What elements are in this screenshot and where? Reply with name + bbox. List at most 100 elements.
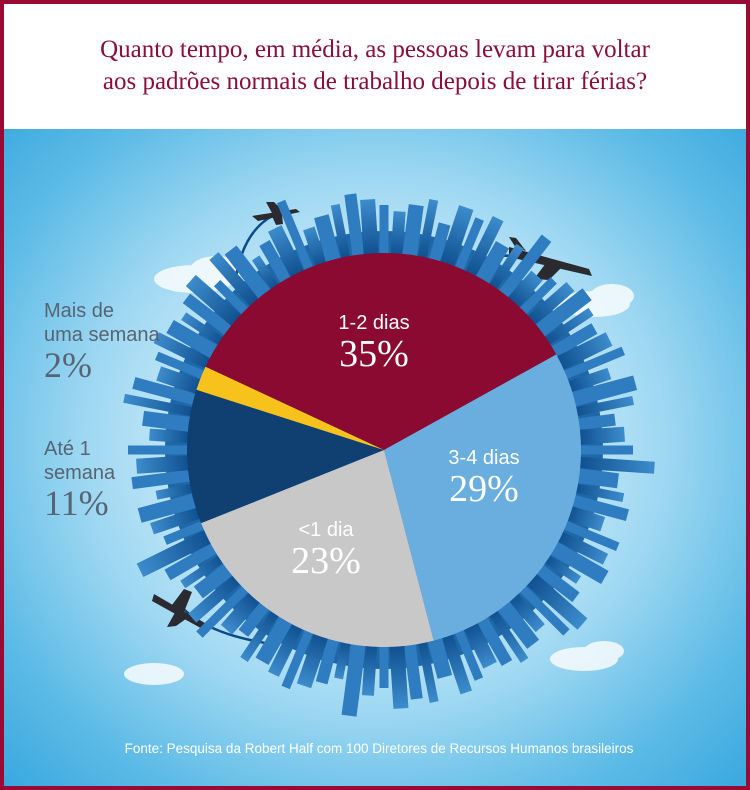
building: [166, 320, 219, 359]
building: [549, 541, 609, 584]
building: [555, 332, 613, 371]
building: [132, 377, 198, 406]
building: [268, 225, 305, 279]
building: [389, 644, 409, 709]
building: [137, 493, 198, 523]
building: [213, 279, 250, 316]
building: [131, 469, 192, 490]
building: [128, 445, 189, 455]
building: [390, 211, 406, 256]
building: [136, 455, 190, 474]
title-line-1: Quanto tempo, em média, as pessoas levam…: [100, 36, 650, 63]
building: [576, 468, 619, 489]
building: [570, 494, 629, 522]
building: [153, 332, 212, 370]
building: [579, 445, 633, 455]
title-line-2: aos padrões normais de trabalho depois d…: [102, 68, 648, 95]
slice-label-1-2-dias: 1-2 dias: [338, 312, 410, 334]
building: [193, 562, 234, 599]
building: [315, 636, 340, 685]
building: [163, 520, 206, 545]
building: [463, 621, 497, 669]
building: [209, 252, 260, 308]
building: [506, 270, 543, 309]
building: [330, 203, 351, 260]
ate-1-line-2: semana: [44, 462, 116, 484]
building: [454, 217, 484, 272]
label-ate-1-semana: Até 1 semana 11%: [44, 437, 115, 521]
building: [417, 199, 439, 260]
building: [156, 366, 202, 395]
building: [578, 456, 655, 474]
building: [402, 204, 424, 258]
sky-background: 1-2 dias 35% 3-4 dias 29% <1 dia 23%: [4, 129, 746, 786]
pie-slice-4: [196, 366, 384, 450]
mais-de-line-1: Mais de: [44, 300, 115, 322]
building: [535, 563, 580, 603]
slice-label-menos-1-dia: <1 dia: [298, 519, 354, 541]
building: [142, 410, 192, 432]
building: [314, 214, 341, 264]
building: [259, 240, 292, 285]
pie-slice-1: [384, 354, 581, 641]
mais-de-line-2: uma semana: [44, 324, 160, 346]
building: [526, 281, 575, 326]
building: [576, 413, 616, 431]
building: [224, 245, 272, 300]
building: [566, 505, 606, 532]
building: [255, 615, 293, 666]
building: [543, 554, 582, 584]
building: [344, 193, 365, 258]
building: [566, 367, 612, 394]
slice-label-3-4-dias: 3-4 dias: [448, 447, 520, 469]
building: [525, 572, 588, 630]
building: [570, 375, 638, 407]
building: [155, 483, 194, 500]
building: [180, 554, 225, 589]
building: [562, 520, 620, 551]
pie-slice-3: [186, 389, 384, 524]
building: [562, 346, 626, 380]
chart-title: Quanto tempo, em média, as pessoas levam…: [14, 34, 736, 98]
building: [276, 199, 314, 272]
label-mais-de-uma-semana: Mais de uma semana 2%: [44, 299, 160, 383]
building: [556, 530, 609, 565]
building: [296, 632, 329, 689]
building: [164, 542, 219, 581]
building: [476, 615, 513, 667]
building: [240, 609, 280, 663]
building: [150, 506, 202, 535]
building: [578, 426, 625, 445]
building: [440, 632, 472, 695]
slice-value-3-4-dias: 29%: [449, 468, 519, 510]
building: [543, 307, 594, 346]
building: [379, 205, 389, 255]
building: [379, 645, 389, 688]
source-note: Fonte: Pesquisa da Robert Half com 100 D…: [124, 741, 634, 756]
pie-slice-2: [201, 450, 434, 647]
building: [454, 628, 484, 681]
building: [508, 592, 545, 633]
building: [488, 609, 529, 663]
ate-1-line-1: Até 1: [44, 438, 91, 460]
building: [439, 205, 474, 268]
building: [303, 226, 328, 268]
building: [574, 396, 634, 417]
building: [196, 584, 250, 638]
label-1-2-dias: 1-2 dias 35%: [309, 312, 439, 373]
pie-slices: [186, 252, 581, 647]
building: [188, 574, 242, 623]
building: [334, 640, 351, 680]
building: [341, 642, 366, 717]
building: [251, 255, 280, 291]
building: [181, 312, 225, 346]
slice-value-1-2-dias: 35%: [339, 333, 409, 375]
building: [518, 584, 570, 636]
building: [185, 274, 243, 328]
building: [149, 428, 190, 444]
building: [428, 222, 451, 264]
building: [549, 323, 598, 358]
pie-slice-0: [205, 252, 557, 450]
building: [534, 288, 592, 338]
building: [496, 600, 540, 649]
